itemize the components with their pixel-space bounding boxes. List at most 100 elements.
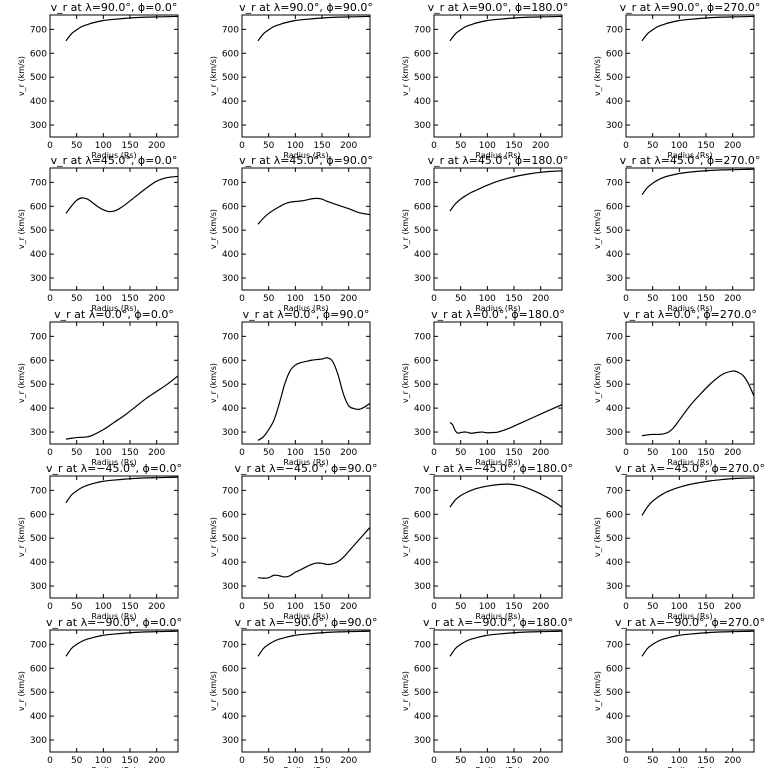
y-tick-label: 500: [222, 534, 239, 544]
x-tick-label: 50: [647, 448, 659, 458]
x-tick-label: 200: [532, 448, 549, 458]
x-tick-label: 150: [121, 294, 138, 304]
x-tick-label: 150: [697, 756, 714, 766]
x-axis-label: Radius (Rs): [667, 458, 712, 467]
y-tick-label: 600: [30, 202, 47, 212]
series-line: [65, 375, 178, 440]
x-axis-label: Radius (Rs): [475, 458, 520, 467]
panel-9: v_r at λ=0.0°, ϕ=0.0° 0 50 100 150 200 300 400 5…: [17, 308, 179, 467]
y-tick-label: 300: [606, 121, 623, 131]
y-tick-label: 400: [414, 558, 431, 568]
x-tick-label: 100: [671, 141, 688, 151]
panel-title: v_r at λ=−45.0°, ϕ=180.0°: [423, 462, 573, 475]
y-tick-label: 300: [606, 582, 623, 592]
x-tick-label: 0: [431, 141, 437, 151]
panel-title: v_r at λ=90.0°, ϕ=180.0°: [428, 1, 569, 14]
panel-title: v_r at λ=−45.0°, ϕ=90.0°: [235, 462, 378, 475]
x-tick-label: 200: [148, 294, 165, 304]
panel-17: v_r at λ=−90.0°, ϕ=0.0° 0 50 100 150 200 300 40…: [17, 616, 182, 768]
y-tick-label: 600: [606, 202, 623, 212]
y-tick-label: 300: [30, 736, 47, 746]
y-tick-label: 700: [414, 178, 431, 188]
x-tick-label: 100: [95, 294, 112, 304]
series-line: [65, 175, 178, 214]
x-tick-label: 0: [431, 756, 437, 766]
panel-title: v_r at λ=45.0°, ϕ=270.0°: [620, 154, 761, 167]
series-line: [257, 630, 370, 657]
y-tick-label: 700: [30, 25, 47, 35]
y-tick-label: 500: [222, 380, 239, 390]
panel-20: v_r at λ=−90.0°, ϕ=270.0° 0 50 100 150 200 300…: [593, 616, 765, 768]
y-axis-label: v_r (km/s): [17, 363, 26, 403]
y-axis-label: v_r (km/s): [209, 517, 218, 557]
x-tick-label: 100: [287, 602, 304, 612]
plot-frame: [625, 475, 755, 599]
y-tick-label: 700: [606, 178, 623, 188]
x-tick-label: 150: [505, 294, 522, 304]
x-axis-label: Radius (Rs): [91, 458, 136, 467]
y-axis-label: v_r (km/s): [17, 517, 26, 557]
x-tick-label: 0: [239, 294, 245, 304]
y-tick-label: 400: [30, 250, 47, 260]
x-axis-label: Radius (Rs): [283, 304, 328, 313]
y-tick-label: 500: [30, 688, 47, 698]
y-tick-label: 700: [222, 25, 239, 35]
x-axis-label: Radius (Rs): [667, 304, 712, 313]
y-tick-label: 600: [414, 49, 431, 59]
series-line: [65, 476, 178, 504]
x-axis-label: Radius (Rs): [283, 458, 328, 467]
y-tick-label: 300: [222, 428, 239, 438]
x-tick-label: 0: [239, 602, 245, 612]
series-line: [449, 483, 562, 508]
x-tick-label: 150: [313, 756, 330, 766]
y-tick-label: 600: [606, 664, 623, 674]
y-tick-label: 300: [606, 274, 623, 284]
y-tick-label: 500: [606, 534, 623, 544]
x-tick-label: 200: [532, 602, 549, 612]
x-tick-label: 0: [47, 141, 53, 151]
y-tick-label: 500: [30, 534, 47, 544]
y-tick-label: 700: [414, 25, 431, 35]
panel-title: v_r at λ=90.0°, ϕ=0.0°: [51, 1, 178, 14]
y-tick-label: 600: [414, 356, 431, 366]
y-tick-label: 400: [414, 404, 431, 414]
x-tick-label: 50: [71, 294, 83, 304]
y-tick-label: 600: [30, 510, 47, 520]
x-tick-label: 50: [71, 448, 83, 458]
y-tick-label: 400: [222, 712, 239, 722]
x-tick-label: 200: [148, 602, 165, 612]
x-tick-label: 200: [340, 141, 357, 151]
y-axis-label: v_r (km/s): [593, 209, 602, 249]
y-tick-label: 300: [606, 428, 623, 438]
series-line: [641, 477, 754, 516]
panel-2: v_r at λ=90.0°, ϕ=90.0° 0 50 100 150 200 300 40…: [209, 1, 373, 160]
x-tick-label: 0: [623, 602, 629, 612]
panel-4: v_r at λ=90.0°, ϕ=270.0° 0 50 100 150 200 300 4…: [593, 1, 760, 160]
y-tick-label: 500: [414, 534, 431, 544]
plot-frame: [49, 321, 179, 445]
y-tick-label: 400: [222, 250, 239, 260]
y-tick-label: 700: [414, 332, 431, 342]
series-line: [641, 370, 754, 437]
x-tick-label: 200: [532, 294, 549, 304]
x-tick-label: 0: [431, 294, 437, 304]
x-tick-label: 150: [313, 294, 330, 304]
panel-18: v_r at λ=−90.0°, ϕ=90.0° 0 50 100 150 200 300 4…: [209, 616, 377, 768]
panel-title: v_r at λ=90.0°, ϕ=90.0°: [239, 1, 373, 14]
y-tick-label: 700: [414, 640, 431, 650]
panel-12: v_r at λ=0.0°, ϕ=270.0° 0 50 100 150 200 300 40…: [593, 308, 757, 467]
x-tick-label: 50: [263, 448, 275, 458]
x-tick-label: 150: [697, 448, 714, 458]
panel-title: v_r at λ=45.0°, ϕ=0.0°: [51, 154, 178, 167]
y-axis-label: v_r (km/s): [17, 56, 26, 96]
y-axis-label: v_r (km/s): [401, 209, 410, 249]
y-tick-label: 300: [222, 274, 239, 284]
series-line: [65, 630, 178, 657]
y-tick-label: 500: [222, 688, 239, 698]
x-tick-label: 200: [724, 602, 741, 612]
x-tick-label: 100: [287, 141, 304, 151]
series-line: [641, 630, 754, 657]
y-tick-label: 300: [222, 582, 239, 592]
x-tick-label: 50: [647, 756, 659, 766]
